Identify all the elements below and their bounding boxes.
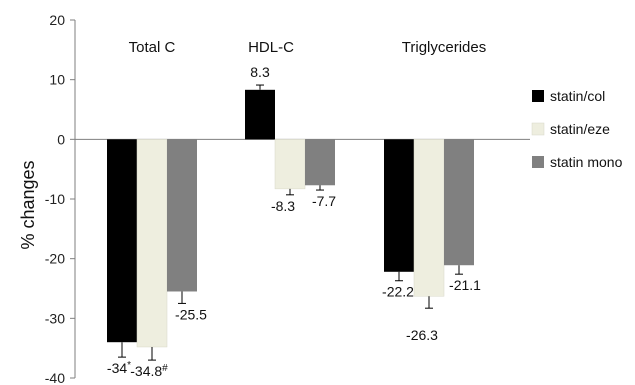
y-tick-label: 10 (49, 72, 65, 88)
legend-item: statin mono (532, 154, 623, 170)
bar-statin-col-total-c (107, 139, 137, 343)
data-label: -34.8# (130, 363, 168, 379)
bar-statin-eze-total-c (136, 139, 168, 348)
data-label: -25.5 (175, 306, 207, 322)
bar-statin-col-triglycerides (384, 139, 414, 272)
bar-statin-mono-hdl-c (305, 139, 335, 186)
y-tick-label: -20 (45, 251, 65, 267)
bar-statin-eze-hdl-c (274, 139, 306, 190)
legend-label: statin/eze (550, 121, 610, 137)
y-tick-label: 20 (49, 12, 65, 28)
legend: statin/col statin/eze statin mono (531, 88, 623, 170)
bar-statin-eze-triglycerides (413, 139, 445, 297)
data-label: -21.1 (449, 277, 481, 293)
legend-item: statin/eze (531, 121, 610, 137)
bars (107, 84, 474, 361)
data-label: -34* (107, 360, 131, 376)
bar-statin-col-hdl-c (245, 89, 275, 140)
legend-swatch (531, 122, 545, 136)
category-label: HDL-C (248, 39, 294, 56)
category-label: Total C (129, 39, 176, 56)
category-labels: Total C HDL-C Triglycerides (129, 39, 487, 56)
y-tick-label: -10 (45, 191, 65, 207)
data-label: -26.3 (406, 327, 438, 343)
y-axis-title: % changes (18, 160, 38, 249)
legend-swatch (532, 156, 544, 168)
bar-statin-mono-triglycerides (444, 139, 474, 266)
y-tick-label: -40 (45, 370, 65, 385)
legend-label: statin/col (550, 88, 605, 104)
y-tick-label: 0 (57, 131, 65, 147)
data-labels: -34* -34.8# -25.5 8.3 -8.3 -7.7 -22.2 -26.3 -21.… (107, 64, 481, 379)
legend-item: statin/col (532, 88, 605, 104)
bar-statin-mono-total-c (167, 139, 197, 292)
legend-label: statin mono (550, 154, 623, 170)
category-label: Triglycerides (402, 39, 486, 56)
y-tick-label: -30 (45, 310, 65, 326)
legend-swatch (532, 90, 544, 102)
data-label: 8.3 (250, 64, 270, 80)
data-label: -7.7 (312, 193, 336, 209)
data-label: -22.2 (382, 284, 414, 300)
data-label: -8.3 (271, 198, 295, 214)
